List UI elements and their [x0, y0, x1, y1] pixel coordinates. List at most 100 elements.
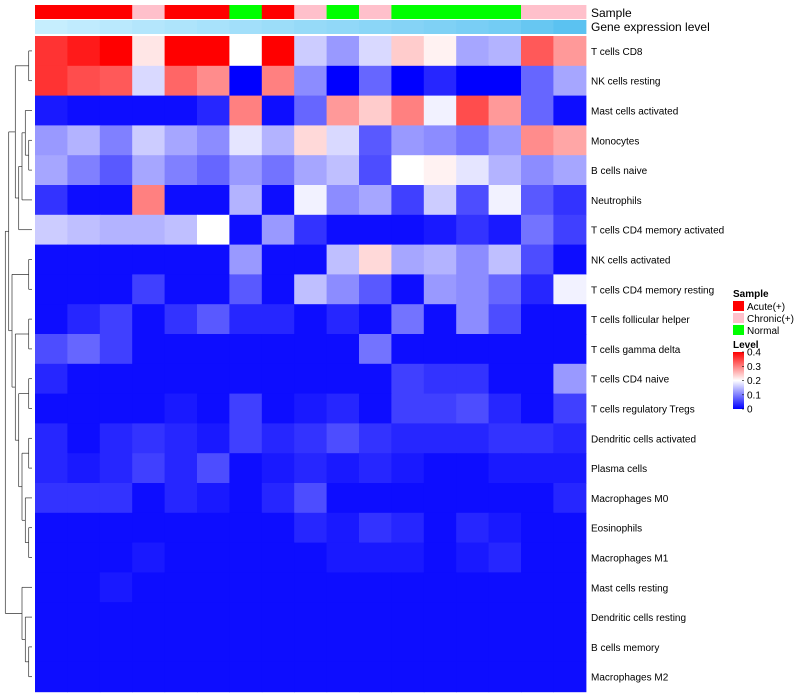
- row-label: T cells CD4 memory resting: [591, 285, 714, 296]
- heatmap-cell: [35, 185, 68, 216]
- heatmap-cell: [488, 155, 522, 186]
- expression-annotation-cell: [553, 20, 587, 34]
- heatmap-cell: [456, 632, 490, 663]
- heatmap-cell: [197, 244, 230, 275]
- heatmap-cell: [326, 632, 360, 663]
- heatmap-cell: [326, 423, 360, 454]
- legend: Sample Acute(+)Chronic(+)Normal Level 0.…: [733, 289, 794, 416]
- heatmap-cell: [229, 334, 263, 365]
- heatmap-cell: [132, 453, 166, 484]
- heatmap-cell: [99, 125, 133, 156]
- heatmap-cell: [132, 483, 166, 514]
- heatmap-cell: [359, 512, 392, 544]
- heatmap-cell: [359, 95, 392, 126]
- sample-legend-label: Acute(+): [747, 302, 785, 313]
- heatmap-cell: [391, 155, 425, 186]
- heatmap-cell: [391, 512, 425, 544]
- heatmap-cell: [67, 542, 101, 573]
- heatmap-cell: [132, 274, 166, 305]
- heatmap-cell: [456, 483, 490, 514]
- heatmap-cell: [521, 125, 554, 156]
- heatmap-cell: [164, 125, 198, 156]
- heatmap-cell: [99, 244, 133, 275]
- heatmap-cell: [359, 423, 392, 454]
- heatmap-cell: [423, 304, 457, 335]
- level-legend-ticks: 0.4 0.3 0.2 0.1 0: [742, 348, 761, 416]
- heatmap-cell: [553, 36, 587, 67]
- heatmap-cell: [261, 334, 295, 365]
- heatmap-cell: [456, 512, 490, 544]
- heatmap-cell: [359, 155, 392, 186]
- heatmap-cell: [197, 95, 230, 126]
- heatmap-cell: [553, 602, 587, 633]
- row-label: T cells CD8: [591, 47, 643, 58]
- heatmap-cell: [164, 95, 198, 126]
- heatmap-cell: [197, 334, 230, 365]
- heatmap-cell: [521, 185, 554, 216]
- heatmap-cell: [521, 512, 554, 544]
- heatmap-cell: [261, 244, 295, 275]
- sample-annotation-cell: [35, 5, 68, 19]
- heatmap-cell: [164, 244, 198, 275]
- sample-legend-title: Sample: [733, 289, 769, 300]
- heatmap-cell: [197, 125, 230, 156]
- heatmap-cell: [229, 185, 263, 216]
- heatmap-cell: [261, 363, 295, 395]
- heatmap-cell: [132, 542, 166, 573]
- heatmap-cell: [67, 95, 101, 126]
- heatmap-cell: [488, 185, 522, 216]
- expression-annotation-cell: [488, 20, 522, 34]
- heatmap-cell: [197, 632, 230, 663]
- heatmap-cell: [67, 214, 101, 246]
- heatmap-cell: [488, 602, 522, 633]
- row-label: T cells CD4 memory activated: [591, 226, 724, 237]
- heatmap-cell: [391, 363, 425, 395]
- heatmap-cell: [99, 393, 133, 424]
- heatmap-cell: [488, 214, 522, 246]
- heatmap-cell: [229, 125, 263, 156]
- heatmap-cell: [423, 36, 457, 67]
- heatmap-cell: [359, 214, 392, 246]
- heatmap-cell: [553, 393, 587, 424]
- sample-annotation-cell: [359, 5, 392, 19]
- heatmap-cell: [261, 632, 295, 663]
- heatmap-cell: [229, 602, 263, 633]
- heatmap-cell: [197, 214, 230, 246]
- heatmap-cell: [261, 185, 295, 216]
- heatmap-cell: [99, 274, 133, 305]
- heatmap-cell: [326, 542, 360, 573]
- heatmap-cell: [488, 274, 522, 305]
- level-tick-label: 0: [747, 405, 753, 416]
- heatmap-cell: [456, 542, 490, 573]
- heatmap-cell: [164, 393, 198, 424]
- heatmap-cell: [294, 423, 328, 454]
- heatmap-cell: [164, 155, 198, 186]
- heatmap-cell: [197, 393, 230, 424]
- heatmap-cell: [99, 185, 133, 216]
- heatmap-cell: [359, 393, 392, 424]
- heatmap-cell: [423, 274, 457, 305]
- heatmap-cell: [456, 155, 490, 186]
- row-label: Monocytes: [591, 136, 639, 147]
- heatmap-cell: [294, 542, 328, 573]
- expression-annotation-label: Gene expression level: [591, 20, 710, 34]
- sample-annotation-label: Sample: [591, 6, 632, 20]
- heatmap-cell: [488, 542, 522, 573]
- heatmap-cell: [294, 185, 328, 216]
- heatmap-cell: [35, 423, 68, 454]
- heatmap-cell: [294, 65, 328, 97]
- heatmap-cell: [261, 95, 295, 126]
- heatmap-cell: [521, 632, 554, 663]
- heatmap-cell: [391, 125, 425, 156]
- heatmap-cell: [456, 363, 490, 395]
- heatmap-cell: [99, 423, 133, 454]
- heatmap-cell: [229, 632, 263, 663]
- row-label: Eosinophils: [591, 524, 642, 535]
- heatmap-cell: [488, 304, 522, 335]
- heatmap-cell: [488, 95, 522, 126]
- heatmap-cell: [132, 661, 166, 693]
- heatmap-cell: [423, 155, 457, 186]
- heatmap-cell: [423, 453, 457, 484]
- heatmap-cell: [294, 304, 328, 335]
